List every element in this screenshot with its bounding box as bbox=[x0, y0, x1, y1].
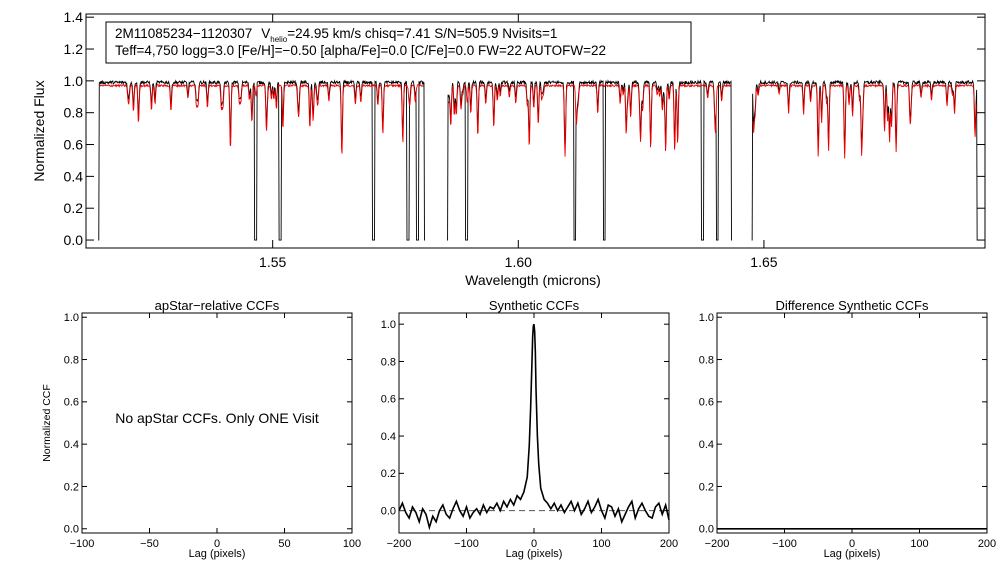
x-tick-label: 1.65 bbox=[750, 254, 777, 270]
y-tick-label: 0.0 bbox=[699, 524, 714, 536]
y-tick-label: 0.2 bbox=[699, 481, 714, 493]
x-tick-label: 100 bbox=[592, 538, 610, 550]
x-tick-label: 0 bbox=[849, 538, 855, 550]
spectrum-synthetic-line bbox=[99, 83, 424, 154]
difference-x-label: Lag (pixels) bbox=[824, 548, 881, 560]
spectrum-panel: 1.55 1.60 1.65 0.0 0.2 0.4 0.6 0.8 1.0 1.2 1.4 2M… bbox=[31, 9, 986, 288]
spectrum-lines bbox=[98, 79, 978, 241]
spectrum-y-label: Normalized Flux bbox=[31, 80, 47, 181]
synthetic-title: Synthetic CCFs bbox=[489, 298, 580, 313]
y-tick-label: 0.8 bbox=[381, 356, 396, 368]
y-tick-label: 0.2 bbox=[381, 468, 396, 480]
y-tick-label: 0.0 bbox=[381, 505, 396, 517]
synthetic-ticks: −200 −100 0 100 200 0.0 0.2 0.4 0.6 0.8 1.0 bbox=[381, 313, 678, 550]
y-tick-label: 0.8 bbox=[699, 354, 714, 366]
y-tick-label: 0.4 bbox=[381, 431, 396, 443]
x-tick-label: −100 bbox=[454, 538, 479, 550]
x-tick-label: 1.60 bbox=[505, 254, 532, 270]
spectrum-observed-line bbox=[447, 79, 732, 241]
synthetic-ccf-panel: −200 −100 0 100 200 0.0 0.2 0.4 0.6 0.8 1.0 Synthe… bbox=[381, 298, 678, 560]
y-tick-label: 0.2 bbox=[64, 481, 79, 493]
y-tick-label: 1.0 bbox=[64, 73, 84, 89]
spectrum-y-ticks: 0.0 0.2 0.4 0.6 0.8 1.0 1.2 1.4 bbox=[64, 9, 985, 248]
y-tick-label: 0.0 bbox=[64, 524, 79, 536]
spectrum-x-ticks: 1.55 1.60 1.65 bbox=[259, 14, 778, 270]
info-line-1: 2M11085234−1120307 Vhelio=24.95 km/s chis… bbox=[115, 26, 557, 44]
spectrum-frame bbox=[85, 13, 986, 249]
x-tick-label: 200 bbox=[978, 538, 996, 550]
synthetic-x-label: Lag (pixels) bbox=[506, 548, 563, 560]
synthetic-ccf-line bbox=[398, 323, 670, 531]
difference-ticks: −200 −100 0 100 200 0.0 0.2 0.4 0.6 0.8 1.0 bbox=[699, 312, 996, 550]
y-tick-label: 0.6 bbox=[64, 397, 79, 409]
synthetic-lines bbox=[398, 323, 670, 531]
y-tick-label: 0.8 bbox=[64, 105, 84, 121]
y-tick-label: 1.0 bbox=[64, 312, 79, 324]
apstar-ticks: −100 −50 0 50 100 0.0 0.2 0.4 0.6 0.8 1.0 bbox=[64, 312, 361, 550]
apstar-ccf-panel: −100 −50 0 50 100 0.0 0.2 0.4 0.6 0.8 1.0 apStar−r… bbox=[41, 298, 361, 560]
x-tick-label: −200 bbox=[705, 538, 730, 550]
spectrum-observed-line bbox=[751, 79, 978, 241]
spectrum-x-label: Wavelength (microns) bbox=[465, 272, 601, 288]
spectrum-synthetic-line bbox=[448, 83, 731, 157]
x-tick-label: 0 bbox=[214, 538, 220, 550]
y-tick-label: 0.4 bbox=[699, 439, 714, 451]
x-tick-label: 0 bbox=[531, 538, 537, 550]
info-box bbox=[105, 21, 692, 64]
y-tick-label: 0.8 bbox=[64, 354, 79, 366]
x-tick-label: −200 bbox=[387, 538, 412, 550]
x-tick-label: −100 bbox=[70, 538, 95, 550]
y-tick-label: 0.4 bbox=[64, 439, 79, 451]
x-tick-label: 100 bbox=[910, 538, 928, 550]
v-label: V bbox=[261, 26, 270, 41]
apstar-x-label: Lag (pixels) bbox=[189, 548, 246, 560]
info-line-2: Teff=4,750 logg=3.0 [Fe/H]=−0.50 [alpha/… bbox=[115, 43, 606, 58]
x-tick-label: 200 bbox=[660, 538, 678, 550]
x-tick-label: −50 bbox=[140, 538, 159, 550]
x-tick-label: 1.55 bbox=[259, 254, 286, 270]
y-tick-label: 0.0 bbox=[64, 232, 84, 248]
y-tick-label: 0.4 bbox=[64, 168, 84, 184]
spectrum-synthetic-line bbox=[752, 83, 977, 159]
info-values: =24.95 km/s chisq=7.41 S/N=505.9 Nvisits… bbox=[287, 26, 557, 41]
y-tick-label: 0.6 bbox=[381, 394, 396, 406]
synthetic-frame bbox=[398, 312, 670, 534]
y-tick-label: 1.4 bbox=[64, 9, 84, 25]
apstar-y-label: Normalized CCF bbox=[41, 384, 53, 462]
y-tick-label: 0.6 bbox=[64, 136, 84, 152]
y-tick-label: 1.2 bbox=[64, 41, 84, 57]
spectrum-observed-line bbox=[98, 79, 425, 241]
difference-frame bbox=[716, 312, 988, 534]
x-tick-label: 100 bbox=[343, 538, 361, 550]
difference-title: Difference Synthetic CCFs bbox=[776, 298, 929, 313]
y-tick-label: 0.6 bbox=[699, 397, 714, 409]
y-tick-label: 1.0 bbox=[699, 312, 714, 324]
star-id: 2M11085234−1120307 bbox=[115, 26, 252, 41]
v-subscript: helio bbox=[270, 35, 287, 44]
y-tick-label: 1.0 bbox=[381, 319, 396, 331]
apstar-title: apStar−relative CCFs bbox=[155, 298, 280, 313]
apstar-message: No apStar CCFs. Only ONE Visit bbox=[115, 410, 319, 426]
y-tick-label: 0.2 bbox=[64, 200, 84, 216]
difference-ccf-panel: −200 −100 0 100 200 0.0 0.2 0.4 0.6 0.8 1.0 Differ… bbox=[699, 298, 996, 560]
x-tick-label: 50 bbox=[278, 538, 290, 550]
x-tick-label: −100 bbox=[772, 538, 797, 550]
